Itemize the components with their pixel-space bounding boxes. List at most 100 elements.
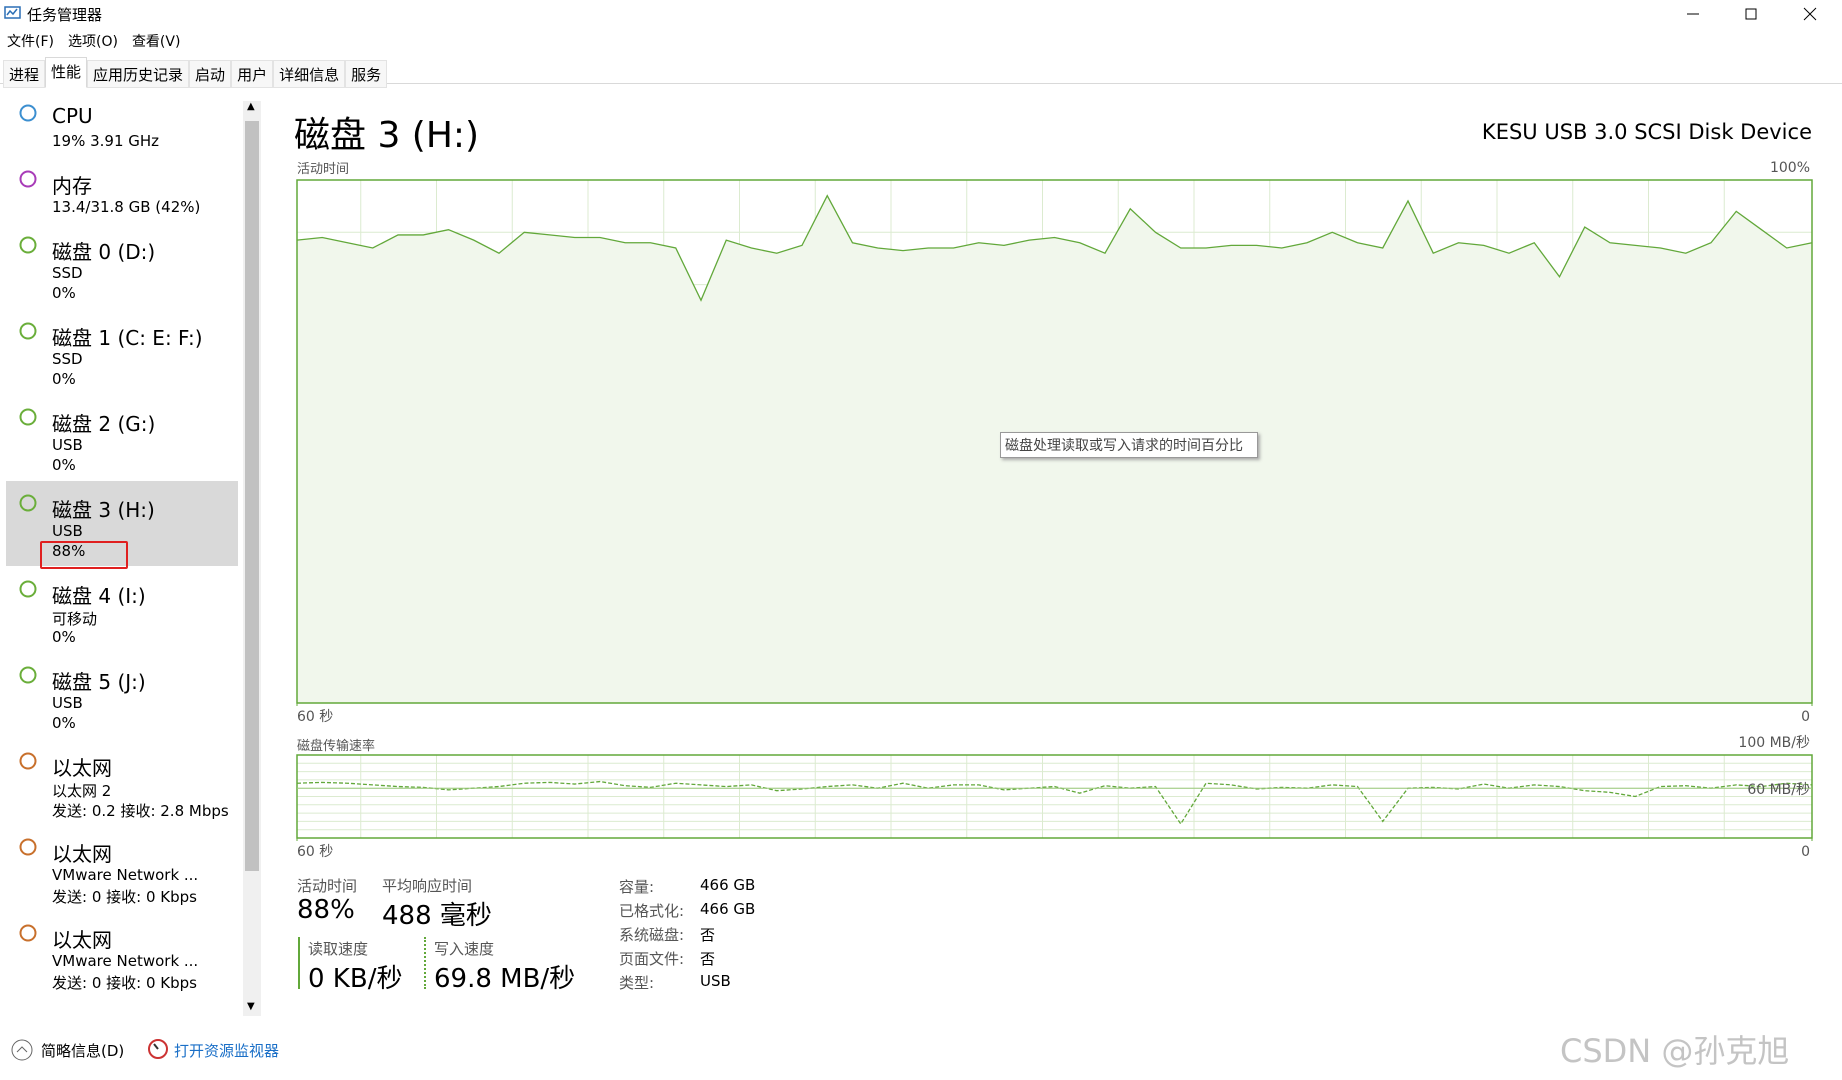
y-tick-label: 100 MB/秒 [1738, 735, 1810, 751]
y-tick-label: 60 MB/秒 [1747, 782, 1810, 798]
tab-bar: 进程 性能 应用历史记录 启动 用户 详细信息 服务 [3, 57, 388, 88]
x-tick-label: 0 [1801, 844, 1810, 860]
disk-title: 磁盘 3 (H:) [294, 115, 480, 156]
item-detail: 0% [52, 370, 76, 388]
item-detail: 发送: 0 接收: 0 Kbps [52, 888, 197, 906]
stat-label: 平均响应时间 [382, 877, 473, 895]
speed-bar [424, 937, 426, 989]
property-label: 系统磁盘: [619, 926, 685, 944]
tab[interactable]: 用户 [231, 60, 274, 88]
ring [19, 666, 37, 684]
property-label: 类型: [619, 974, 655, 992]
speed-value: 0 KB/秒 [308, 964, 403, 994]
item-name: 磁盘 2 (G:) [52, 412, 156, 436]
item-detail: 19% 3.91 GHz [52, 132, 160, 150]
item-detail: 可移动 [52, 610, 98, 628]
item-detail: USB [52, 436, 83, 454]
tab-divider [0, 83, 1842, 84]
graph-border [296, 754, 1813, 839]
status-ring [19, 170, 37, 188]
device-name: KESU USB 3.0 SCSI Disk Device [1481, 120, 1812, 144]
tab[interactable]: 详细信息 [273, 60, 346, 88]
item-name: 内存 [52, 174, 92, 198]
ring [19, 104, 37, 122]
scroll-down[interactable]: ▼ [247, 1001, 255, 1012]
item-name: 以太网 [52, 756, 112, 780]
brief-info[interactable]: 简略信息(D) [41, 1042, 125, 1060]
status-ring [19, 924, 37, 942]
restore[interactable] [1745, 8, 1757, 20]
item-name: 磁盘 4 (I:) [52, 584, 146, 608]
tab[interactable]: 性能 [45, 57, 88, 88]
item-name: 以太网 [52, 928, 112, 952]
watermark: CSDN @孙克旭 [1560, 1032, 1790, 1070]
graph-border [296, 179, 1813, 704]
menu-item[interactable]: 查看(V) [131, 34, 181, 50]
selected-highlight [6, 481, 238, 566]
sidebar: CPU 19% 3.91 GHz 内存 13.4/31.8 GB (42%) 磁盘 0 … [0, 0, 240, 1020]
stat-label: 活动时间 [297, 877, 358, 895]
item-detail: 以太网 2 [52, 782, 112, 800]
speed-value: 69.8 MB/秒 [434, 964, 576, 994]
ring [19, 924, 37, 942]
menu-item[interactable]: 选项(O) [67, 34, 118, 50]
item-detail: VMware Network ... [52, 952, 199, 970]
property-label: 页面文件: [619, 950, 685, 968]
property-value: 466 GB [700, 900, 756, 918]
collapse-icon[interactable] [10, 1038, 34, 1062]
ring [19, 408, 37, 426]
status-ring [19, 752, 37, 770]
menu-item[interactable]: 文件(F) [7, 34, 54, 50]
item-detail: 0% [52, 284, 76, 302]
window-controls[interactable] [1660, 0, 1842, 28]
scroll-thumb[interactable] [245, 121, 259, 871]
property-value: 否 [700, 950, 716, 968]
tab[interactable]: 进程 [3, 60, 46, 88]
monitor-icon[interactable] [147, 1038, 169, 1060]
app-icon [4, 6, 21, 19]
status-ring [19, 494, 37, 512]
status-ring [19, 666, 37, 684]
property-value: USB [700, 972, 731, 990]
item-detail: SSD [52, 264, 83, 282]
ring [19, 580, 37, 598]
tab[interactable]: 启动 [189, 60, 232, 88]
item-detail: 0% [52, 456, 76, 474]
status-ring [19, 104, 37, 122]
scrollbar[interactable]: ▲ ▼ [243, 101, 261, 1016]
menu-bar: 文件(F) 选项(O) 查看(V) [7, 31, 180, 51]
property-label: 已格式化: [619, 902, 685, 920]
item-name: 以太网 [52, 842, 112, 866]
speed-label: 读取速度 [308, 940, 369, 958]
property-label: 容量: [619, 878, 655, 896]
scroll-up[interactable]: ▲ [247, 101, 255, 112]
tab[interactable]: 应用历史记录 [87, 60, 190, 88]
ring [19, 322, 37, 340]
resource-monitor-link[interactable]: 打开资源监视器 [174, 1042, 280, 1060]
status-ring [19, 580, 37, 598]
item-detail: 13.4/31.8 GB (42%) [52, 198, 201, 216]
stat-value: 488 毫秒 [382, 901, 492, 931]
status-ring [19, 322, 37, 340]
item-detail: 88% [52, 542, 86, 560]
item-detail: 0% [52, 628, 76, 646]
item-detail: SSD [52, 350, 83, 368]
x-tick-label: 60 秒 [297, 844, 333, 860]
ring [19, 752, 37, 770]
property-value: 否 [700, 926, 716, 944]
item-detail: USB [52, 694, 83, 712]
x-tick-label: 60 秒 [297, 709, 333, 725]
stat-value: 88% [297, 895, 355, 925]
x-tick-label: 0 [1801, 709, 1810, 725]
ring [19, 236, 37, 254]
property-value: 466 GB [700, 876, 756, 894]
item-detail: 发送: 0 接收: 0 Kbps [52, 974, 197, 992]
tooltip: 磁盘处理读取或写入请求的时间百分比 [1000, 432, 1258, 458]
speed-label: 写入速度 [434, 940, 495, 958]
tab[interactable]: 服务 [345, 60, 388, 88]
item-name: 磁盘 1 (C: E: F:) [52, 326, 203, 350]
highlight-box [40, 541, 128, 569]
ring [19, 838, 37, 856]
item-detail: 0% [52, 714, 76, 732]
